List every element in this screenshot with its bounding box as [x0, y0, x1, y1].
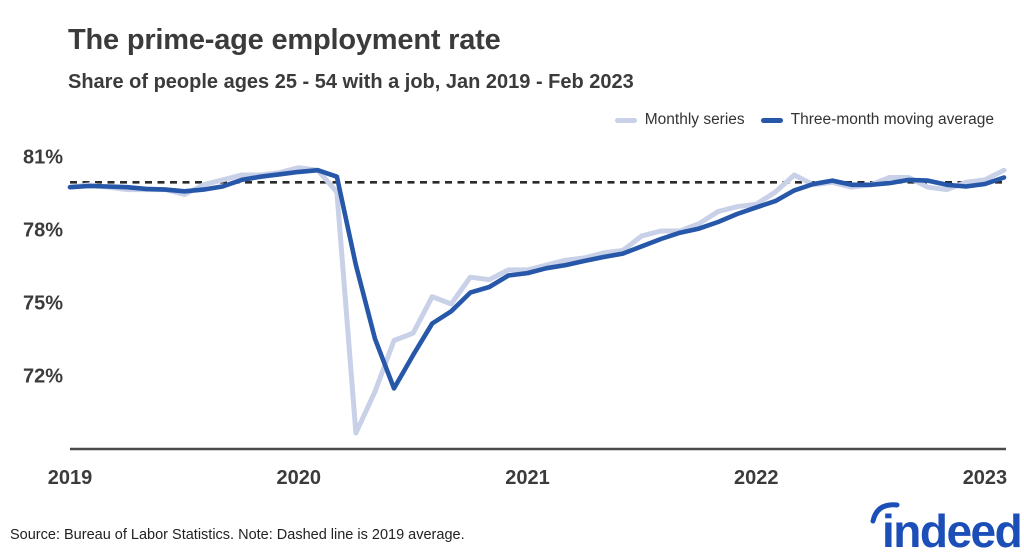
legend-label: Three-month moving average: [790, 111, 994, 128]
indeed-swoosh-icon: [870, 502, 900, 524]
page-subtitle: Share of people ages 25 - 54 with a job,…: [68, 71, 634, 93]
monthly-series-line: [67, 165, 1007, 436]
x-tick-label: 2023: [963, 467, 1008, 489]
x-axis-labels: 2019 2020 2021 2022 2023: [48, 467, 1007, 489]
x-tick-label: 2021: [505, 467, 550, 489]
indeed-logo-text: indeed: [882, 505, 1021, 557]
legend-item-moving-average: Three-month moving average: [760, 111, 994, 129]
moving-average-swatch-icon: [760, 117, 783, 123]
page-title: The prime-age employment rate: [68, 24, 501, 56]
moving-average-line: [67, 167, 1007, 391]
y-tick-label: 81%: [23, 146, 63, 168]
legend-label: Monthly series: [644, 111, 745, 128]
y-tick-label: 75%: [23, 292, 63, 314]
x-tick-label: 2020: [276, 467, 321, 489]
x-tick-label: 2022: [734, 467, 779, 489]
y-tick-label: 72%: [23, 365, 63, 387]
indeed-logo: indeed: [870, 502, 1023, 557]
monthly-series-swatch-icon: [614, 117, 637, 123]
source-note: Source: Bureau of Labor Statistics. Note…: [10, 527, 465, 543]
y-tick-label: 78%: [23, 219, 63, 241]
employment-chart: 81% 78% 75% 72% 2019 2020 2021 2022 2023: [23, 146, 1007, 489]
legend: Monthly series Three-month moving averag…: [614, 111, 994, 129]
y-axis-labels: 81% 78% 75% 72%: [23, 146, 63, 387]
legend-item-monthly-series: Monthly series: [614, 111, 745, 129]
x-tick-label: 2019: [48, 467, 93, 489]
